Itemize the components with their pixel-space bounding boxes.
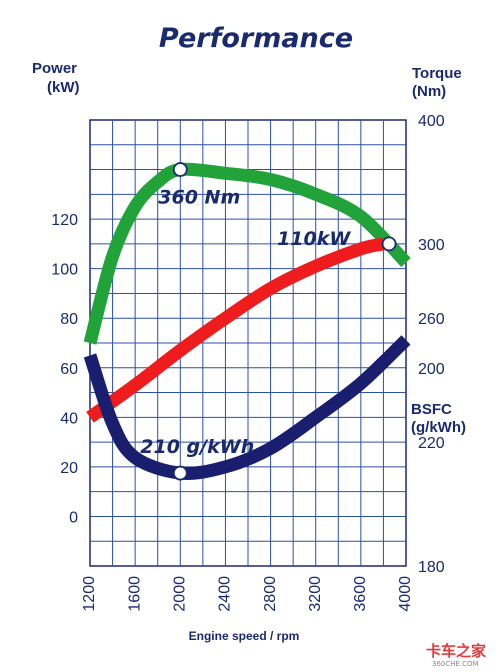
power-peak-label: 110kW (277, 228, 351, 250)
torque-axis-title: Torque (412, 65, 462, 82)
torque-tick-label: 300 (418, 237, 445, 254)
bsfc-tick-label: 260 (418, 311, 445, 328)
bsfc-tick-label: 220 (418, 435, 445, 452)
power-axis-unit: (kW) (47, 79, 80, 96)
bsfc-curve (83, 335, 411, 480)
curves (83, 162, 411, 480)
bsfc-axis-unit: (g/kWh) (411, 419, 466, 436)
bsfc-min-marker (172, 465, 188, 481)
torque-axis-unit: (Nm) (412, 83, 446, 100)
x-tick-label: 1200 (81, 576, 98, 612)
x-tick-label: 4000 (397, 576, 414, 612)
torque-peak-marker (172, 162, 188, 177)
torque-tick-label: 400 (418, 113, 445, 130)
x-tick-label: 2000 (172, 576, 189, 612)
x-tick-label: 3200 (307, 576, 324, 612)
x-tick-label: 1600 (126, 576, 143, 612)
x-tick-label: 2800 (262, 576, 279, 612)
power-tick-label: 40 (60, 410, 78, 427)
x-tick-label: 3600 (352, 576, 369, 612)
watermark-subtext: 360CHE.COM (432, 660, 479, 668)
bsfc-min-label: 210 g/kWh (140, 436, 254, 458)
torque-peak-label: 360 Nm (158, 187, 240, 209)
power-tick-label: 100 (51, 262, 78, 279)
power-axis-title: Power (32, 60, 77, 77)
x-axis-label: Engine speed / rpm (189, 629, 300, 643)
annotations: 360 Nm 110kW 210 g/kWh (140, 162, 397, 481)
power-peak-marker (381, 236, 397, 252)
power-tick-label: 60 (60, 361, 78, 378)
power-tick-label: 20 (60, 460, 78, 477)
power-tick-label: 80 (60, 311, 78, 328)
x-tick-label: 2400 (217, 576, 234, 612)
power-tick-label: 120 (51, 212, 78, 229)
torque-curve (83, 162, 411, 345)
bsfc-axis-title: BSFC (411, 401, 452, 418)
power-curve (86, 237, 385, 423)
tick-labels: 0 20 40 60 80 100 120 200 300 400 180 220 260 1200 160… (51, 113, 445, 612)
torque-tick-label: 200 (418, 361, 445, 378)
watermark-logo: 卡车之家 (426, 642, 486, 660)
bsfc-tick-label: 180 (418, 559, 445, 576)
power-tick-label: 0 (69, 509, 78, 526)
chart-title: Performance (159, 23, 353, 54)
grid (89, 119, 407, 567)
